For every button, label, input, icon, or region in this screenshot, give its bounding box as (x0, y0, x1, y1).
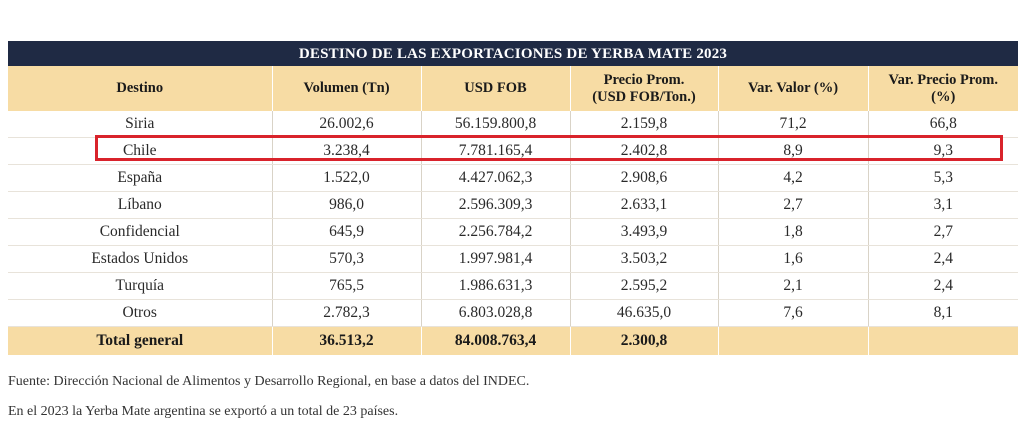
cell-destino: España (8, 164, 272, 192)
cell-var-precio: 9,3 (867, 137, 1018, 165)
cell-precio: 2.595,2 (569, 272, 718, 300)
table-row: Turquía 765,5 1.986.631,3 2.595,2 2,1 2,… (8, 272, 1018, 300)
total-var-valor (717, 326, 868, 355)
cell-usd-fob: 2.596.309,3 (420, 191, 570, 219)
header-var-precio-line2: (%) (931, 88, 956, 105)
table-row: Estados Unidos 570,3 1.997.981,4 3.503,2… (8, 245, 1018, 273)
cell-precio: 46.635,0 (569, 299, 718, 327)
table-row: España 1.522,0 4.427.062,3 2.908,6 4,2 5… (8, 164, 1018, 192)
cell-destino: Otros (8, 299, 272, 327)
cell-usd-fob: 7.781.165,4 (420, 137, 570, 165)
header-var-valor: Var. Valor (%) (717, 66, 868, 111)
cell-var-precio: 2,4 (867, 272, 1018, 300)
total-destino: Total general (8, 326, 272, 355)
cell-var-valor: 2,7 (717, 191, 868, 219)
header-var-precio-line1: Var. Precio Prom. (888, 71, 999, 88)
header-precio-line2: (USD FOB/Ton.) (592, 88, 696, 105)
cell-usd-fob: 6.803.028,8 (420, 299, 570, 327)
cell-usd-fob: 56.159.800,8 (420, 111, 570, 138)
header-precio-line1: Precio Prom. (603, 71, 685, 88)
summary-note: En el 2023 la Yerba Mate argentina se ex… (8, 404, 399, 419)
cell-volumen: 645,9 (271, 218, 421, 246)
cell-var-precio: 5,3 (867, 164, 1018, 192)
cell-precio: 2.159,8 (569, 111, 718, 138)
header-var-precio: Var. Precio Prom. (%) (867, 66, 1018, 111)
cell-var-precio: 66,8 (867, 111, 1018, 138)
cell-volumen: 3.238,4 (271, 137, 421, 165)
cell-var-valor: 4,2 (717, 164, 868, 192)
cell-destino: Siria (8, 111, 272, 138)
cell-precio: 2.908,6 (569, 164, 718, 192)
cell-var-valor: 1,8 (717, 218, 868, 246)
table-row: Chile 3.238,4 7.781.165,4 2.402,8 8,9 9,… (8, 137, 1018, 165)
cell-var-precio: 2,7 (867, 218, 1018, 246)
cell-usd-fob: 4.427.062,3 (420, 164, 570, 192)
total-row: Total general 36.513,2 84.008.763,4 2.30… (8, 326, 1018, 355)
table-title: DESTINO DE LAS EXPORTACIONES DE YERBA MA… (8, 41, 1018, 66)
total-var-precio (867, 326, 1018, 355)
cell-var-valor: 1,6 (717, 245, 868, 273)
cell-destino: Chile (8, 137, 272, 165)
cell-volumen: 1.522,0 (271, 164, 421, 192)
cell-volumen: 2.782,3 (271, 299, 421, 327)
cell-destino: Líbano (8, 191, 272, 219)
cell-usd-fob: 2.256.784,2 (420, 218, 570, 246)
cell-precio: 2.633,1 (569, 191, 718, 219)
cell-var-valor: 7,6 (717, 299, 868, 327)
header-volumen: Volumen (Tn) (271, 66, 421, 111)
cell-var-valor: 2,1 (717, 272, 868, 300)
table-row: Líbano 986,0 2.596.309,3 2.633,1 2,7 3,1 (8, 191, 1018, 219)
exports-table: Destino Volumen (Tn) USD FOB Precio Prom… (8, 66, 1018, 355)
source-note: Fuente: Dirección Nacional de Alimentos … (8, 374, 530, 389)
cell-volumen: 986,0 (271, 191, 421, 219)
cell-var-precio: 3,1 (867, 191, 1018, 219)
table-row: Confidencial 645,9 2.256.784,2 3.493,9 1… (8, 218, 1018, 246)
cell-destino: Turquía (8, 272, 272, 300)
cell-destino: Estados Unidos (8, 245, 272, 273)
total-volumen: 36.513,2 (271, 326, 421, 355)
header-precio: Precio Prom. (USD FOB/Ton.) (569, 66, 718, 111)
cell-volumen: 570,3 (271, 245, 421, 273)
total-precio: 2.300,8 (569, 326, 718, 355)
cell-precio: 2.402,8 (569, 137, 718, 165)
cell-volumen: 26.002,6 (271, 111, 421, 138)
table-row: Siria 26.002,6 56.159.800,8 2.159,8 71,2… (8, 111, 1018, 138)
header-row: Destino Volumen (Tn) USD FOB Precio Prom… (8, 66, 1018, 111)
cell-usd-fob: 1.986.631,3 (420, 272, 570, 300)
header-usd-fob: USD FOB (420, 66, 570, 111)
cell-usd-fob: 1.997.981,4 (420, 245, 570, 273)
cell-volumen: 765,5 (271, 272, 421, 300)
cell-precio: 3.493,9 (569, 218, 718, 246)
cell-var-precio: 2,4 (867, 245, 1018, 273)
table-row: Otros 2.782,3 6.803.028,8 46.635,0 7,6 8… (8, 299, 1018, 327)
cell-var-precio: 8,1 (867, 299, 1018, 327)
total-usd-fob: 84.008.763,4 (420, 326, 570, 355)
exports-table-container: DESTINO DE LAS EXPORTACIONES DE YERBA MA… (8, 41, 1018, 355)
cell-precio: 3.503,2 (569, 245, 718, 273)
cell-var-valor: 71,2 (717, 111, 868, 138)
cell-destino: Confidencial (8, 218, 272, 246)
header-destino: Destino (8, 66, 272, 111)
cell-var-valor: 8,9 (717, 137, 868, 165)
